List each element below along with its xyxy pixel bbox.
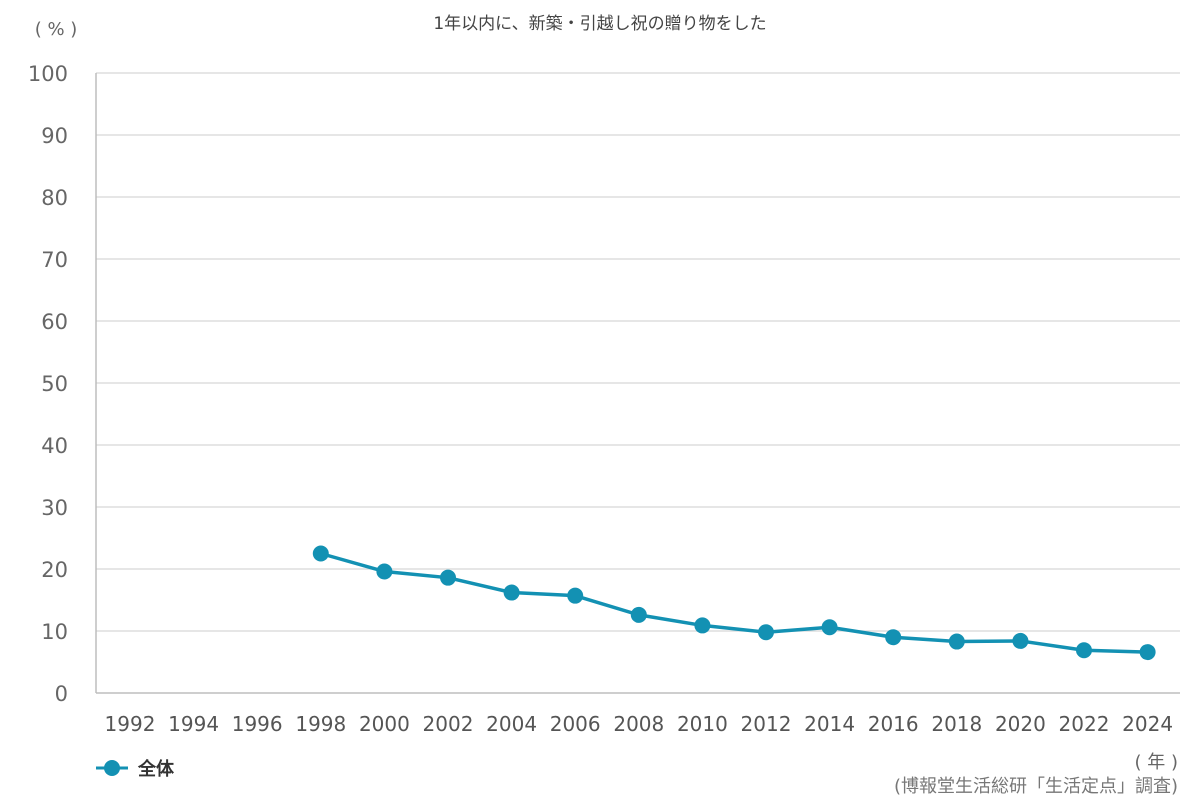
series-line <box>319 551 1150 654</box>
data-point <box>1076 642 1092 659</box>
data-point <box>440 569 456 586</box>
data-point <box>948 633 965 650</box>
data-point <box>821 619 838 636</box>
x-tick-label: 2000 <box>359 712 410 736</box>
x-tick-label: 2018 <box>931 712 982 736</box>
y-tick-label: 20 <box>41 558 68 582</box>
legend-dot-marker <box>104 760 120 776</box>
y-axis-ticks: 0 10 20 30 40 50 60 70 80 90 100 <box>28 62 68 706</box>
data-point <box>503 584 520 601</box>
x-tick-label: 1996 <box>232 712 283 736</box>
legend-series-label: 全体 <box>137 758 175 780</box>
data-point <box>376 563 393 580</box>
y-tick-label: 40 <box>41 434 68 458</box>
chart-title: 1年以内に、新築・引越し祝の贈り物をした <box>433 14 766 34</box>
data-point <box>694 617 711 634</box>
data-point <box>1012 632 1029 649</box>
source-note: (博報堂生活総研「生活定点」調査) <box>894 776 1178 797</box>
x-tick-label: 2024 <box>1122 712 1173 736</box>
x-tick-label: 2022 <box>1059 712 1110 736</box>
x-tick-label: 2020 <box>995 712 1046 736</box>
y-tick-label: 30 <box>41 496 68 520</box>
x-tick-label: 2006 <box>550 712 601 736</box>
series-group <box>312 545 1156 661</box>
x-tick-label: 2010 <box>677 712 728 736</box>
data-point <box>885 629 902 646</box>
x-axis-ticks: 1992 1994 1996 1998 2000 2002 2004 2006 2008 2010… <box>105 712 1174 736</box>
y-tick-label: 80 <box>41 186 68 210</box>
data-point <box>567 587 584 604</box>
gridlines <box>95 72 1180 694</box>
y-tick-label: 90 <box>41 124 68 148</box>
x-tick-label: 2008 <box>613 712 664 736</box>
x-axis-unit-label: ( 年 ) <box>1135 752 1179 773</box>
x-tick-label: 1994 <box>168 712 219 736</box>
data-point <box>630 606 647 623</box>
y-tick-label: 0 <box>55 682 68 706</box>
x-tick-label: 2016 <box>868 712 919 736</box>
data-point <box>758 624 774 641</box>
data-point <box>1139 644 1156 661</box>
x-tick-label: 2014 <box>804 712 855 736</box>
x-tick-label: 2004 <box>486 712 537 736</box>
y-tick-label: 60 <box>41 310 68 334</box>
y-axis-unit-label: ( % ) <box>35 19 78 40</box>
data-point <box>312 545 329 562</box>
x-tick-label: 1998 <box>295 712 346 736</box>
x-tick-label: 2012 <box>741 712 792 736</box>
y-tick-label: 70 <box>41 248 68 272</box>
y-tick-label: 10 <box>41 620 68 644</box>
x-tick-label: 1992 <box>105 712 156 736</box>
y-tick-label: 50 <box>41 372 68 396</box>
legend: 全体 <box>96 758 175 780</box>
y-tick-label: 100 <box>28 62 68 86</box>
x-tick-label: 2002 <box>423 712 474 736</box>
